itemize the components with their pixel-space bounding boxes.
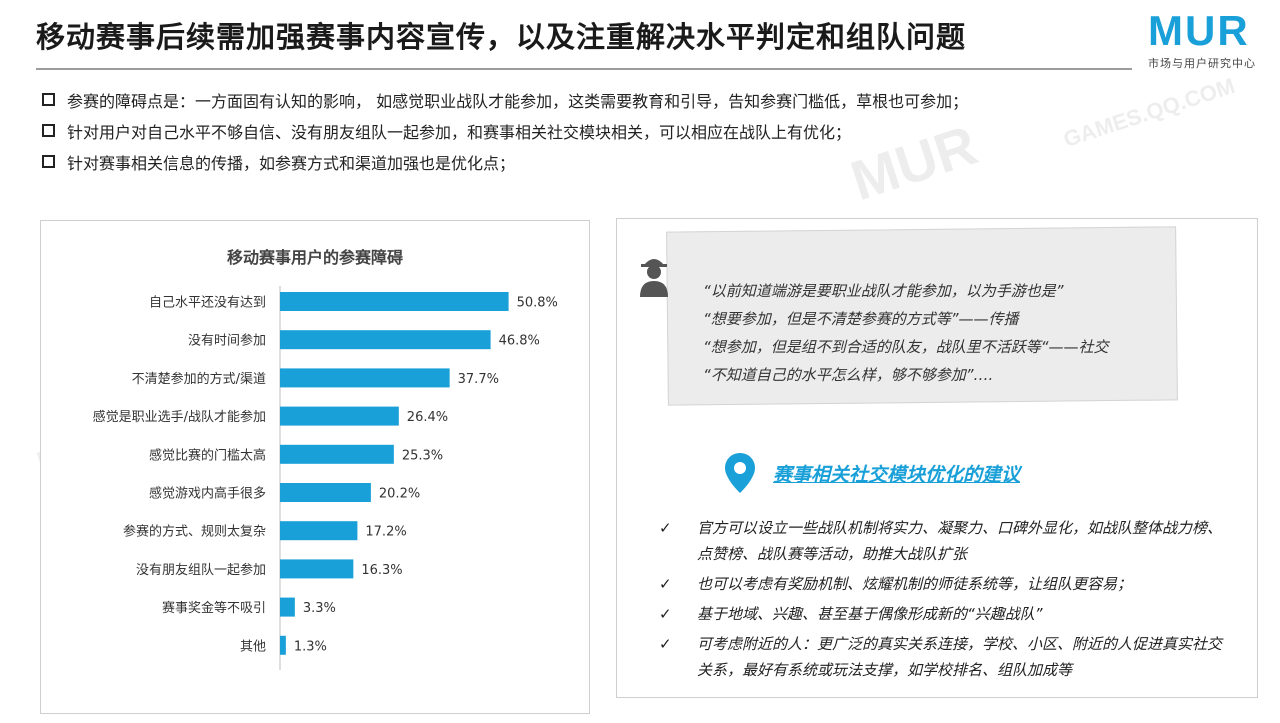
value-label: 1.3%	[294, 639, 327, 654]
bar	[280, 559, 354, 579]
bullet-item: 针对用户对自己水平不够自信、没有朋友组队一起参加，和赛事相关社交模块相关，可以相…	[40, 115, 1160, 146]
suggestion-text: 官方可以设立一些战队机制将实力、凝聚力、口碑外显化，如战队整体战力榜、点赞榜、战…	[697, 519, 1223, 563]
quote-line: “以前知道端游是要职业战队才能参加，以为手游也是”	[703, 282, 1064, 300]
bullet-text: 针对赛事相关信息的传播，如参赛方式和渠道加强也是优化点；	[67, 153, 516, 173]
bar	[280, 444, 394, 464]
bar	[280, 406, 399, 426]
suggestion-item: ✓ 官方可以设立一些战队机制将实力、凝聚力、口碑外显化，如战队整体战力榜、点赞榜…	[659, 515, 1229, 567]
category-label: 其他	[240, 639, 266, 654]
bar	[280, 330, 491, 350]
bullet-text: 参赛的障碍点是：一方面固有认知的影响， 如感觉职业战队才能参加，这类需要教育和引…	[67, 91, 969, 111]
mur-logo: MUR 市场与用户研究中心	[1148, 10, 1262, 72]
logo-subtitle: 市场与用户研究中心	[1148, 57, 1256, 70]
check-icon: ✓	[659, 575, 672, 593]
bullet-item: 针对赛事相关信息的传播，如参赛方式和渠道加强也是优化点；	[40, 146, 1160, 177]
category-label: 感觉游戏内高手很多	[149, 486, 266, 502]
insight-panel: “以前知道端游是要职业战队才能参加，以为手游也是” “想要参加，但是不清楚参赛的…	[616, 218, 1258, 698]
logo-text: MUR	[1148, 7, 1250, 54]
suggestion-item: ✓ 可考虑附近的人：更广泛的真实关系连接，学校、小区、附近的人促进真实社交关系，…	[659, 631, 1229, 683]
chart-title: 移动赛事用户的参赛障碍	[227, 248, 403, 267]
category-label: 赛事奖金等不吸引	[162, 600, 266, 616]
location-pin-icon	[725, 453, 755, 493]
bar	[280, 521, 358, 541]
value-label: 50.8%	[517, 296, 558, 311]
bullet-text: 针对用户对自己水平不够自信、没有朋友组队一起参加，和赛事相关社交模块相关，可以相…	[67, 122, 852, 142]
category-label: 感觉是职业选手/战队才能参加	[93, 409, 266, 425]
suggestion-item: ✓ 基于地域、兴趣、甚至基于偶像形成新的“兴趣战队”	[659, 601, 1229, 627]
check-icon: ✓	[659, 635, 672, 653]
page-title: 移动赛事后续需加强赛事内容宣传，以及注重解决水平判定和组队问题	[36, 20, 967, 54]
bar	[280, 368, 450, 388]
user-quotes: “以前知道端游是要职业战队才能参加，以为手游也是” “想要参加，但是不清楚参赛的…	[703, 277, 1109, 389]
value-label: 17.2%	[365, 525, 406, 540]
title-divider	[36, 68, 1132, 70]
square-bullet-icon	[42, 93, 55, 106]
suggestion-text: 基于地域、兴趣、甚至基于偶像形成新的“兴趣战队”	[697, 605, 1043, 623]
suggestion-item: ✓ 也可以考虑有奖励机制、炫耀机制的师徒系统等，让组队更容易；	[659, 571, 1229, 597]
bar	[280, 597, 295, 617]
category-label: 没有朋友组队一起参加	[136, 562, 266, 578]
value-label: 20.2%	[379, 487, 420, 502]
value-label: 46.8%	[499, 334, 540, 349]
category-label: 不清楚参加的方式/渠道	[132, 371, 266, 387]
user-avatar-icon	[640, 259, 668, 297]
square-bullet-icon	[42, 124, 55, 137]
suggestion-list: ✓ 官方可以设立一些战队机制将实力、凝聚力、口碑外显化，如战队整体战力榜、点赞榜…	[659, 515, 1229, 687]
bar	[280, 292, 509, 311]
square-bullet-icon	[42, 155, 55, 168]
suggestion-text: 可考虑附近的人：更广泛的真实关系连接，学校、小区、附近的人促进真实社交关系，最好…	[697, 635, 1223, 679]
category-label: 参赛的方式、规则太复杂	[123, 524, 266, 540]
suggestion-title: 赛事相关社交模块优化的建议	[773, 463, 1021, 486]
suggestion-text: 也可以考虑有奖励机制、炫耀机制的师徒系统等，让组队更容易；	[697, 575, 1133, 593]
category-label: 没有时间参加	[188, 333, 266, 349]
value-label: 16.3%	[361, 563, 402, 578]
check-icon: ✓	[659, 605, 672, 623]
chart-panel: 移动赛事用户的参赛障碍自己水平还没有达到 50.8% 没有时间参加 46.8% 不清楚参…	[40, 220, 590, 714]
bullet-item: 参赛的障碍点是：一方面固有认知的影响， 如感觉职业战队才能参加，这类需要教育和引…	[40, 84, 1160, 115]
value-label: 25.3%	[402, 448, 443, 463]
value-label: 26.4%	[407, 410, 448, 425]
quote-line: “想参加，但是组不到合适的队友，战队里不活跃等“——社交	[703, 338, 1109, 356]
quote-line: “想要参加，但是不清楚参赛的方式等”——传播	[703, 310, 1019, 328]
bullet-list: 参赛的障碍点是：一方面固有认知的影响， 如感觉职业战队才能参加，这类需要教育和引…	[40, 84, 1160, 177]
value-label: 3.3%	[303, 601, 336, 616]
category-label: 感觉比赛的门槛太高	[149, 447, 266, 463]
check-icon: ✓	[659, 519, 672, 537]
value-label: 37.7%	[458, 372, 499, 387]
suggestion-heading: 赛事相关社交模块优化的建议	[725, 453, 1020, 493]
quote-line: “不知道自己的水平怎么样，够不够参加”….	[703, 366, 994, 384]
bar	[280, 635, 286, 655]
bar	[280, 483, 371, 502]
category-label: 自己水平还没有达到	[149, 296, 266, 311]
